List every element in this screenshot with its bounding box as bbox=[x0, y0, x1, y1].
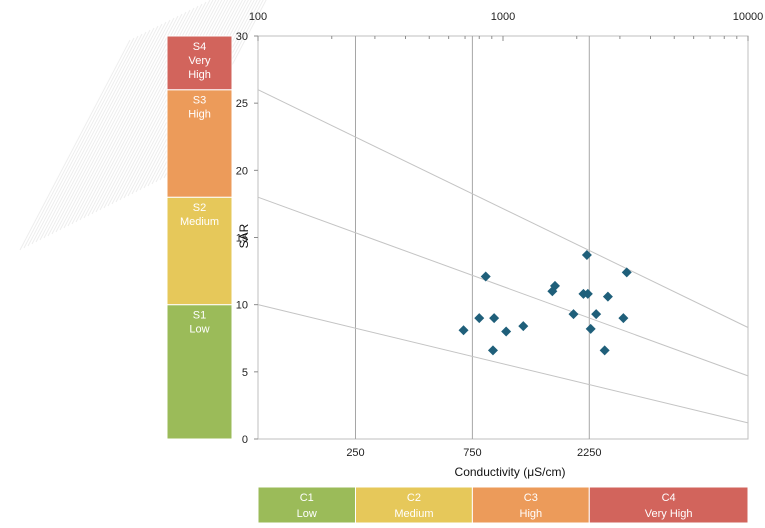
salinity-band-label: Very High bbox=[645, 508, 693, 520]
y-tick-label: 30 bbox=[236, 31, 248, 43]
data-point bbox=[602, 291, 613, 302]
data-point bbox=[487, 345, 498, 356]
data-point bbox=[501, 326, 512, 337]
watermark-stroke bbox=[27, 35, 139, 247]
watermark-stroke bbox=[67, 15, 179, 227]
sodium-band-s3 bbox=[166, 89, 233, 198]
watermark-stroke bbox=[99, 0, 211, 211]
watermark-stroke bbox=[39, 29, 151, 241]
sodium-band-label: High bbox=[188, 109, 211, 121]
watermark-stroke bbox=[35, 31, 147, 243]
sodium-band-code: S3 bbox=[193, 95, 206, 107]
watermark-stroke bbox=[43, 27, 155, 239]
sodium-band-s4 bbox=[166, 35, 233, 91]
watermark-stroke bbox=[55, 21, 167, 233]
watermark-stroke bbox=[23, 37, 135, 249]
top-tick-label: 1000 bbox=[491, 11, 515, 23]
watermark-stroke bbox=[47, 25, 159, 237]
salinity-hazard-bar: C1 Low C2 Medium C3 High C4 Very High bbox=[257, 486, 749, 524]
salinity-band-code: C3 bbox=[524, 492, 538, 504]
watermark-stroke bbox=[31, 33, 143, 245]
sodium-band-s2 bbox=[166, 196, 233, 306]
data-point bbox=[474, 313, 485, 324]
sar-boundary-line bbox=[257, 304, 749, 424]
data-point bbox=[568, 309, 579, 320]
salinity-band-code: C2 bbox=[407, 492, 421, 504]
sodium-band-label: Very bbox=[188, 55, 211, 67]
watermark-stroke bbox=[107, 0, 217, 207]
data-point bbox=[585, 323, 596, 334]
sodium-band-label: High bbox=[188, 69, 211, 81]
sodium-band-s1 bbox=[166, 304, 233, 440]
salinity-band-label: Low bbox=[297, 508, 317, 520]
y-tick-label: 20 bbox=[236, 165, 248, 177]
data-point bbox=[489, 313, 500, 324]
data-point bbox=[581, 249, 592, 260]
watermark-stroke bbox=[51, 23, 163, 235]
data-point bbox=[518, 321, 529, 332]
y-tick-label: 0 bbox=[242, 434, 248, 446]
sodium-band-code: S4 bbox=[193, 41, 206, 53]
salinity-band-c2 bbox=[354, 486, 473, 524]
data-point bbox=[480, 271, 491, 282]
salinity-band-label: High bbox=[520, 508, 543, 520]
x-axis-label: Conductivity (μS/cm) bbox=[455, 465, 566, 479]
watermark-stroke bbox=[63, 17, 175, 229]
y-tick-label: 10 bbox=[236, 300, 248, 312]
data-point bbox=[618, 313, 629, 324]
y-tick-label: 5 bbox=[242, 367, 248, 379]
watermark-stroke bbox=[59, 19, 171, 231]
sar-boundary-line bbox=[257, 196, 749, 377]
data-point bbox=[591, 309, 602, 320]
y-tick-label: 25 bbox=[236, 98, 248, 110]
bottom-tick-label: 750 bbox=[463, 447, 481, 459]
data-point bbox=[458, 325, 469, 336]
plot-frame bbox=[257, 35, 749, 440]
sodium-band-label: Low bbox=[189, 324, 209, 336]
y-axis-label: SAR bbox=[237, 223, 251, 248]
y-tick-label: 15 bbox=[236, 233, 248, 245]
bottom-tick-label: 2250 bbox=[577, 447, 601, 459]
sar-boundary-line bbox=[257, 89, 749, 328]
sodium-band-label: Medium bbox=[180, 216, 219, 228]
salinity-band-c4 bbox=[588, 486, 749, 524]
watermark-stroke bbox=[71, 13, 183, 225]
salinity-band-code: C1 bbox=[300, 492, 314, 504]
top-tick-label: 10000 bbox=[733, 11, 764, 23]
sodium-band-code: S2 bbox=[193, 202, 206, 214]
salinity-band-label: Medium bbox=[394, 508, 433, 520]
sodium-hazard-bar: S1 Low S2 Medium S3 High S4 Very High bbox=[166, 35, 233, 440]
watermark-stroke bbox=[103, 0, 214, 209]
data-point bbox=[582, 288, 593, 299]
watermark-stroke bbox=[19, 39, 131, 251]
salinity-band-code: C4 bbox=[662, 492, 676, 504]
data-point bbox=[621, 267, 632, 278]
sodium-band-code: S1 bbox=[193, 310, 206, 322]
data-point bbox=[549, 280, 560, 291]
top-tick-label: 100 bbox=[249, 11, 267, 23]
bottom-tick-label: 250 bbox=[346, 447, 364, 459]
data-point bbox=[599, 345, 610, 356]
